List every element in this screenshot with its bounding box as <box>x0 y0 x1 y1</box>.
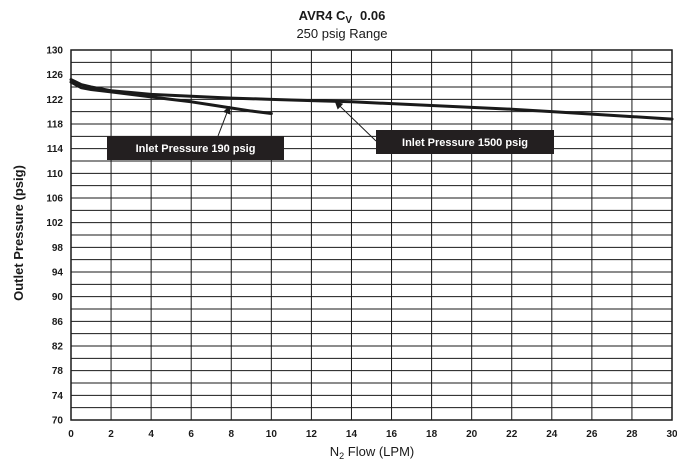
y-tick-label: 110 <box>47 169 64 180</box>
y-tick-labels: 70 74 78 82 86 90 94 98 102 106 110 114 118 122 126 130 <box>46 46 63 427</box>
x-tick-label: 10 <box>266 429 278 440</box>
callouts: Inlet Pressure 190 psig Inlet Pressure 15… <box>107 101 554 160</box>
x-tick-label: 2 <box>108 429 114 440</box>
y-tick-label: 126 <box>46 70 63 81</box>
y-axis-label: Outlet Pressure (psig) <box>11 165 26 301</box>
grid <box>70 49 673 421</box>
callout-label: Inlet Pressure 190 psig <box>136 143 256 155</box>
x-tick-label: 4 <box>148 429 154 440</box>
x-tick-label: 8 <box>228 429 234 440</box>
x-tick-labels: 0 2 4 6 8 10 12 14 16 18 20 22 24 26 28 30 <box>68 429 677 440</box>
y-tick-label: 94 <box>52 268 64 279</box>
y-tick-label: 122 <box>46 95 63 106</box>
y-tick-label: 90 <box>52 292 64 303</box>
series-line-inlet-1500 <box>69 78 674 121</box>
y-tick-label: 102 <box>46 218 63 229</box>
x-axis-label: N2 Flow (LPM) <box>330 444 414 461</box>
callout-arrow <box>217 105 231 137</box>
callout-box <box>107 136 284 160</box>
chart-title-subscript: V <box>345 15 352 26</box>
chart-subtitle: 250 psig Range <box>296 26 387 41</box>
x-tick-label: 14 <box>346 429 358 440</box>
x-tick-label: 6 <box>188 429 194 440</box>
callout-label: Inlet Pressure 1500 psig <box>402 137 528 149</box>
x-tick-label: 0 <box>68 429 74 440</box>
y-tick-label: 86 <box>52 317 64 328</box>
y-tick-label: 130 <box>46 46 63 57</box>
x-tick-label: 20 <box>466 429 478 440</box>
y-tick-label: 78 <box>52 366 64 377</box>
callout-box <box>376 130 554 154</box>
x-tick-label: 18 <box>426 429 438 440</box>
x-tick-label: 16 <box>386 429 398 440</box>
y-tick-label: 106 <box>46 194 63 205</box>
y-tick-label: 74 <box>52 391 64 402</box>
series-lines <box>69 78 674 121</box>
x-tick-label: 28 <box>626 429 638 440</box>
callout-arrow <box>334 101 377 142</box>
chart-title: AVR4 CV 0.06 <box>299 8 386 26</box>
y-tick-label: 98 <box>52 243 64 254</box>
y-tick-label: 114 <box>47 144 64 155</box>
plot-frame <box>70 49 673 421</box>
x-tick-label: 24 <box>546 429 558 440</box>
y-tick-label: 118 <box>47 120 64 131</box>
x-tick-label: 26 <box>586 429 598 440</box>
y-tick-label: 70 <box>52 416 64 427</box>
series-line-inlet-190 <box>69 80 273 116</box>
x-tick-label: 22 <box>506 429 518 440</box>
x-axis-label-subscript: 2 <box>339 451 344 461</box>
x-tick-label: 30 <box>666 429 677 440</box>
y-tick-label: 82 <box>52 342 64 353</box>
x-tick-label: 12 <box>306 429 318 440</box>
